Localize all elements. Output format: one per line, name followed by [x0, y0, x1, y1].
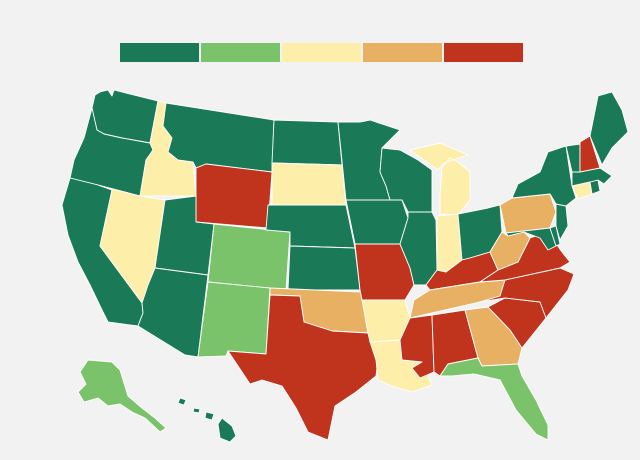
state-pa[interactable] [499, 193, 557, 234]
state-fl[interactable] [439, 357, 549, 441]
state-nh[interactable] [579, 135, 601, 173]
state-co[interactable] [207, 223, 291, 291]
state-hi[interactable] [177, 397, 237, 443]
state-nc[interactable] [479, 267, 575, 319]
state-ia[interactable] [345, 199, 409, 245]
state-ri[interactable] [589, 179, 601, 195]
state-sd[interactable] [271, 162, 347, 206]
legend-swatch-1 [120, 43, 199, 62]
state-mi[interactable] [409, 142, 471, 216]
legend-swatch-2 [201, 43, 280, 62]
state-il[interactable] [399, 211, 438, 286]
legend-swatch-4 [363, 43, 442, 62]
state-ks[interactable] [287, 245, 361, 291]
state-az[interactable] [137, 267, 209, 358]
state-de[interactable] [549, 225, 561, 247]
legend-swatch-3 [282, 43, 361, 62]
legend [120, 43, 523, 62]
states-layer [61, 89, 629, 443]
state-ak[interactable] [77, 359, 167, 433]
state-wv[interactable] [489, 231, 531, 271]
state-nm[interactable] [197, 281, 271, 358]
state-me[interactable] [589, 91, 629, 166]
legend-swatch-5 [444, 43, 523, 62]
state-ma[interactable] [571, 167, 613, 187]
state-nd[interactable] [271, 119, 343, 166]
state-tx[interactable] [227, 294, 379, 441]
state-wy[interactable] [195, 163, 273, 229]
